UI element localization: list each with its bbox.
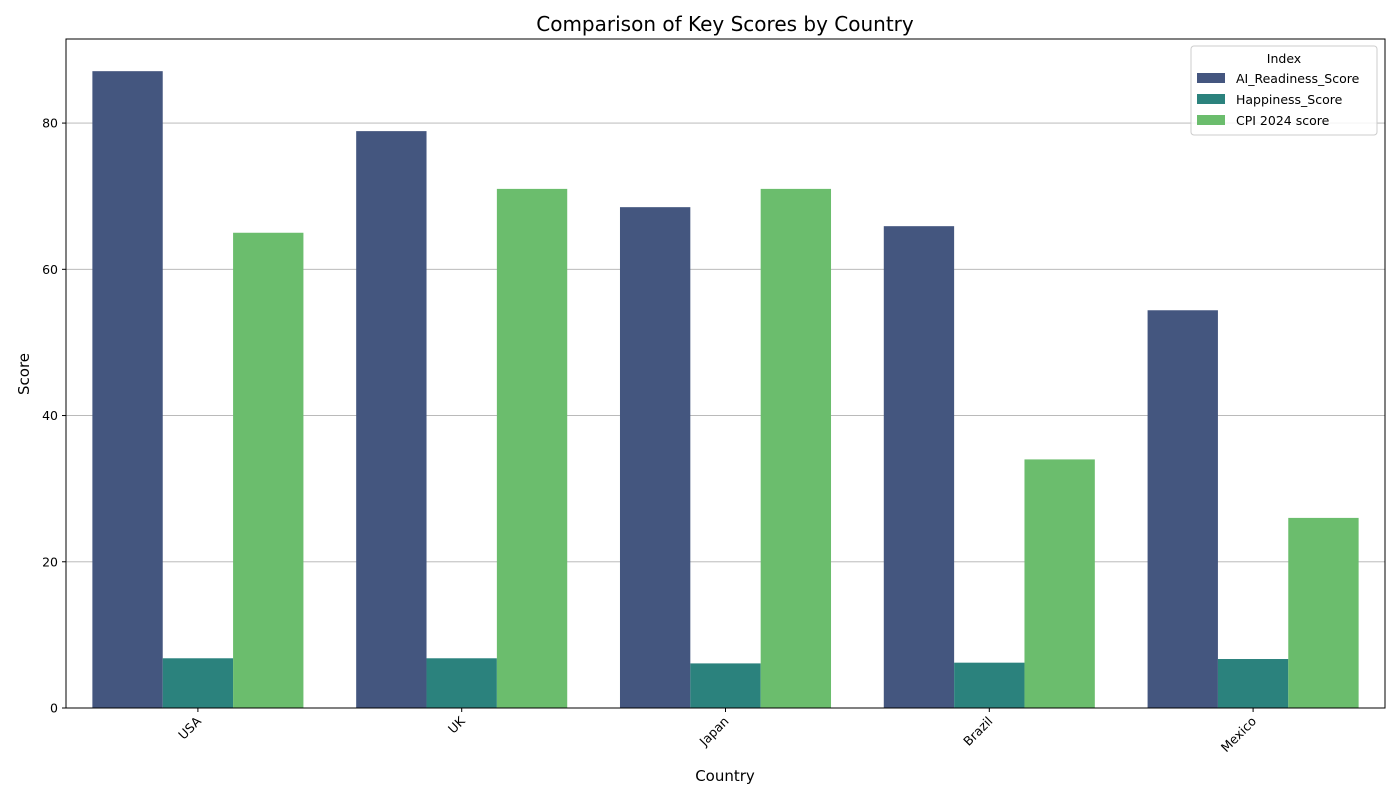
legend-box bbox=[1190, 45, 1378, 136]
x-tick-label-2: Japan bbox=[696, 714, 732, 750]
bar-uk-ai-readiness-score bbox=[356, 131, 427, 709]
y-tick-label-4: 80 bbox=[42, 116, 58, 131]
bar-japan-cpi-2024-score bbox=[760, 188, 832, 708]
legend-label-1: Happiness_Score bbox=[1236, 92, 1343, 107]
y-tick-label-2: 40 bbox=[42, 408, 58, 423]
legend-title: Index bbox=[1267, 51, 1301, 66]
chart-title: Comparison of Key Scores by Country bbox=[536, 12, 914, 36]
x-tick-label-1: UK bbox=[445, 713, 468, 736]
bar-japan-happiness-score bbox=[690, 663, 761, 708]
legend-items: AI_Readiness_Score Happiness_Score CPI 202… bbox=[1197, 71, 1360, 128]
x-tick-label-0: USA bbox=[175, 713, 204, 742]
x-tick-label-3: Brazil bbox=[960, 714, 995, 749]
bar-uk-cpi-2024-score bbox=[496, 188, 568, 708]
legend-swatch-0 bbox=[1197, 73, 1225, 83]
y-tick-label-3: 60 bbox=[42, 262, 58, 277]
x-axis-label: Country bbox=[695, 767, 755, 785]
bar-mexico-ai-readiness-score bbox=[1147, 310, 1218, 708]
bar-japan-ai-readiness-score bbox=[619, 207, 691, 708]
legend: Index AI_Readiness_Score Happiness_Score C… bbox=[1190, 45, 1378, 136]
bar-brazil-cpi-2024-score bbox=[1024, 459, 1095, 708]
y-axis-label: Score bbox=[15, 353, 33, 395]
x-axis-ticks: USA UK Japan Brazil Mexico bbox=[175, 708, 1259, 755]
legend-label-2: CPI 2024 score bbox=[1236, 113, 1330, 128]
x-tick-label-4: Mexico bbox=[1218, 714, 1259, 755]
bars bbox=[92, 71, 1359, 709]
bar-usa-cpi-2024-score bbox=[233, 232, 304, 709]
y-tick-label-0: 0 bbox=[50, 701, 58, 716]
bar-uk-happiness-score bbox=[426, 658, 497, 708]
bar-mexico-happiness-score bbox=[1217, 659, 1289, 708]
legend-label-0: AI_Readiness_Score bbox=[1236, 71, 1360, 86]
legend-swatch-1 bbox=[1197, 94, 1225, 104]
bar-brazil-happiness-score bbox=[954, 662, 1025, 708]
bar-usa-ai-readiness-score bbox=[92, 71, 163, 709]
y-tick-label-1: 20 bbox=[42, 554, 58, 569]
bar-brazil-ai-readiness-score bbox=[883, 226, 955, 708]
legend-swatch-2 bbox=[1197, 115, 1225, 125]
bar-usa-happiness-score bbox=[162, 658, 234, 708]
bar-mexico-cpi-2024-score bbox=[1288, 517, 1359, 708]
y-axis-ticks: 0 20 40 60 80 bbox=[42, 116, 66, 716]
